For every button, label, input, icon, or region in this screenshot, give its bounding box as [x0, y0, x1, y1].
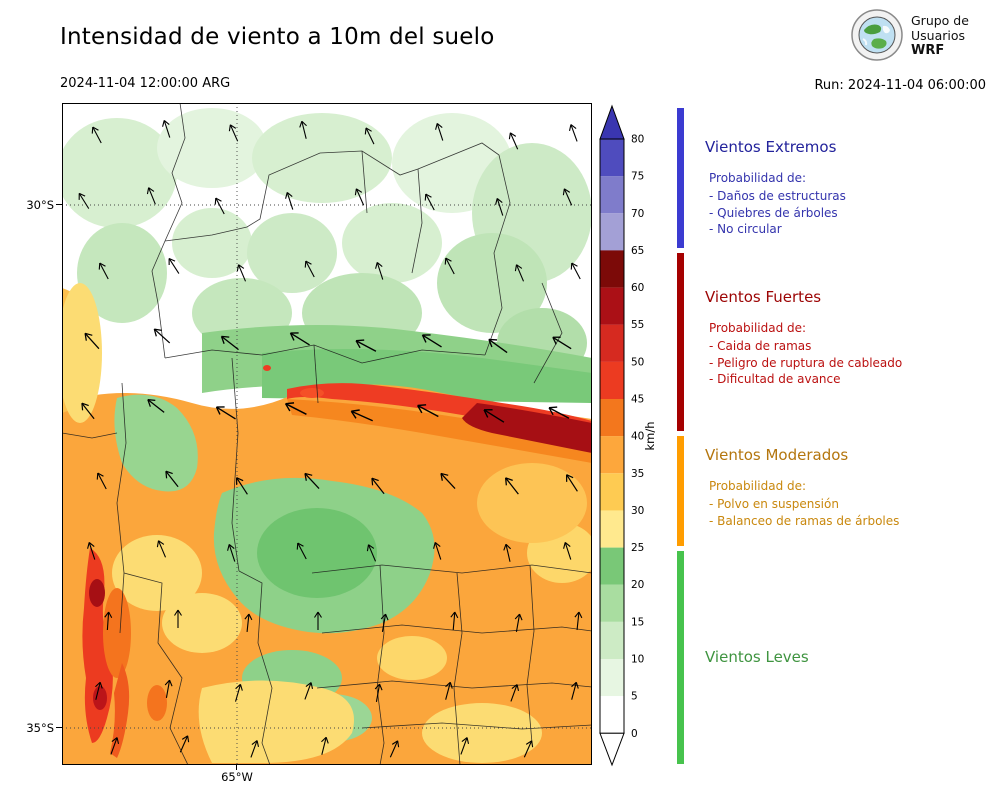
svg-text:75: 75: [631, 171, 644, 183]
legend-item: - No circular: [709, 222, 782, 236]
graticule-layer: [62, 103, 592, 765]
legend-probability-label: Probabilidad de:: [709, 479, 807, 493]
wrf-users-group-logo: Grupo de Usuarios WRF: [850, 8, 969, 62]
colorbar-below-arrow: [599, 732, 625, 767]
legend-section-extremos: Vientos Extremos Probabilidad de: - Daño…: [705, 138, 995, 238]
svg-text:5: 5: [631, 691, 638, 703]
globe-icon: [851, 9, 903, 61]
svg-text:45: 45: [631, 394, 644, 406]
svg-text:30: 30: [631, 505, 644, 517]
light-winds-bar: [677, 551, 684, 764]
svg-text:25: 25: [631, 542, 644, 554]
strong-winds-bar: [677, 253, 684, 431]
page-title: Intensidad de viento a 10m del suelo: [60, 24, 495, 50]
legend-probability-label: Probabilidad de:: [709, 321, 807, 335]
svg-text:15: 15: [631, 616, 644, 628]
boundaries-layer: [62, 103, 592, 765]
colorbar: 0 5 10 15 20 25 30 35 40 45 50 55 60 65 …: [599, 104, 657, 767]
lat-label-30s: 30°S: [26, 198, 54, 212]
logo-text: Grupo de Usuarios WRF: [911, 13, 969, 58]
legend-title-moderados: Vientos Moderados: [705, 446, 849, 464]
legend-item: - Caida de ramas: [709, 339, 812, 353]
legend-category-bars: [677, 108, 684, 764]
svg-text:80: 80: [631, 134, 644, 146]
colorbar-extend-arrow: [599, 104, 625, 140]
contour-layer: [62, 108, 592, 765]
legend-title-fuertes: Vientos Fuertes: [705, 288, 822, 306]
colorbar-segments: [600, 139, 624, 734]
legend-item: - Polvo en suspensión: [709, 497, 839, 511]
legend-title-leves: Vientos Leves: [705, 648, 809, 666]
svg-text:20: 20: [631, 579, 644, 591]
run-datetime: Run: 2024-11-04 06:00:00: [814, 78, 986, 93]
legend-item: - Quiebres de árboles: [709, 205, 838, 220]
logo-line-2: Usuarios: [911, 27, 966, 43]
svg-text:0: 0: [631, 728, 638, 740]
svg-text:60: 60: [631, 282, 644, 294]
wind-map: [62, 103, 592, 765]
logo-line-1: Grupo de: [911, 12, 969, 28]
lat-tick-30s: [56, 204, 62, 205]
legend-section-fuertes: Vientos Fuertes Probabilidad de: - Caida…: [705, 288, 995, 388]
colorbar-tick-labels: 0 5 10 15 20 25 30 35 40 45 50 55 60 65 …: [631, 134, 644, 740]
svg-text:65: 65: [631, 245, 644, 257]
legend-title-extremos: Vientos Extremos: [705, 138, 837, 156]
svg-text:10: 10: [631, 654, 644, 666]
moderate-winds-bar: [677, 436, 684, 546]
legend-probability-label: Probabilidad de:: [709, 171, 807, 185]
lat-label-35s: 35°S: [26, 721, 54, 735]
svg-text:50: 50: [631, 356, 644, 368]
legend-item: - Daños de estructuras: [709, 189, 846, 203]
legend-section-moderados: Vientos Moderados Probabilidad de: - Pol…: [705, 446, 995, 529]
legend-item: - Dificultad de avance: [709, 372, 841, 386]
extreme-winds-bar: [677, 108, 684, 248]
legend-section-leves: Vientos Leves: [705, 648, 995, 681]
colorbar-unit-label: km/h: [643, 421, 657, 450]
logo-line-3: WRF: [911, 42, 945, 58]
svg-text:55: 55: [631, 319, 644, 331]
svg-text:35: 35: [631, 468, 644, 480]
lon-tick-65w: [236, 765, 237, 770]
svg-text:40: 40: [631, 431, 644, 443]
legend-item: - Peligro de ruptura de cableado: [709, 355, 903, 370]
svg-text:70: 70: [631, 208, 644, 220]
lat-tick-35s: [56, 727, 62, 728]
valid-datetime: 2024-11-04 12:00:00 ARG: [60, 76, 231, 91]
lon-label-65w: 65°W: [221, 770, 253, 784]
map-frame: [62, 103, 592, 765]
legend-item: - Balanceo de ramas de árboles: [709, 513, 900, 528]
